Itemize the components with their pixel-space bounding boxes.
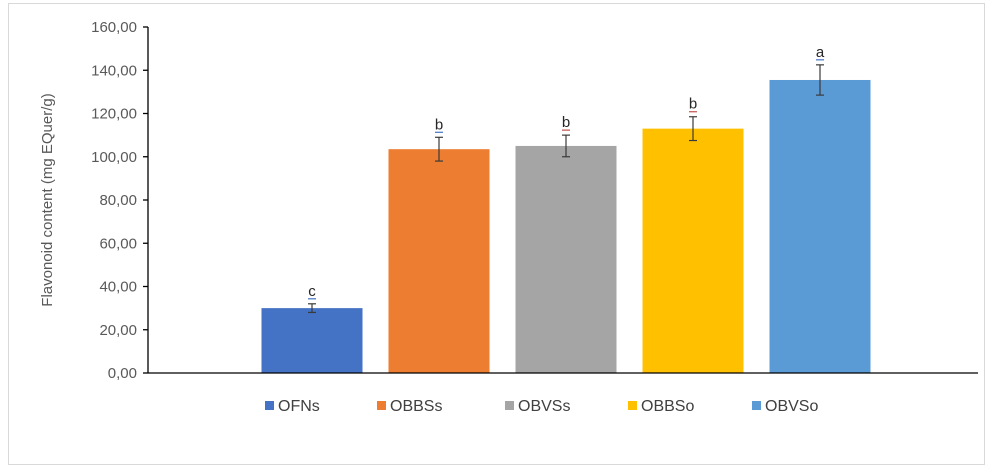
significance-letters-group: c b b b a <box>308 44 825 300</box>
bars-group <box>261 79 871 373</box>
legend-swatch-obvss <box>505 401 514 410</box>
significance-letter: b <box>689 96 697 113</box>
legend: OFNs OBBSs OBVSs OBBSo OBVSo <box>265 398 818 415</box>
legend-label-obvss: OBVSs <box>518 398 570 415</box>
significance-letter: c <box>308 283 316 300</box>
y-tick-label: 40,00 <box>99 279 137 296</box>
y-tick-label: 80,00 <box>99 192 137 209</box>
legend-swatch-ofns <box>265 401 274 410</box>
bar-obvso <box>769 79 871 373</box>
legend-swatch-obbss <box>377 401 386 410</box>
significance-letter: b <box>562 114 570 131</box>
y-axis-ticks: 0,00 20,00 40,00 60,00 80,00 100,00 120,00 140,… <box>91 19 148 382</box>
legend-label-obbss: OBBSs <box>390 398 442 415</box>
legend-label-ofns: OFNs <box>278 398 320 415</box>
y-axis-label: Flavonoid content (mg EQuer/g) <box>39 93 56 306</box>
legend-swatch-obbso <box>628 401 637 410</box>
bar-obbss <box>388 149 490 373</box>
error-bars-group <box>308 64 824 314</box>
y-tick-label: 120,00 <box>91 106 137 123</box>
bar-obvss <box>515 145 617 373</box>
y-tick-label: 160,00 <box>91 19 137 36</box>
legend-swatch-obvso <box>752 401 761 410</box>
legend-label-obbso: OBBSo <box>641 398 694 415</box>
y-tick-label: 20,00 <box>99 322 137 339</box>
significance-letter: b <box>435 116 443 133</box>
bar-ofns <box>261 308 363 373</box>
legend-label-obvso: OBVSo <box>765 398 818 415</box>
y-tick-label: 140,00 <box>91 62 137 79</box>
y-tick-label: 60,00 <box>99 235 137 252</box>
y-tick-label: 0,00 <box>108 365 137 382</box>
y-tick-label: 100,00 <box>91 149 137 166</box>
bar-obbso <box>642 128 744 373</box>
significance-letter: a <box>816 44 825 61</box>
